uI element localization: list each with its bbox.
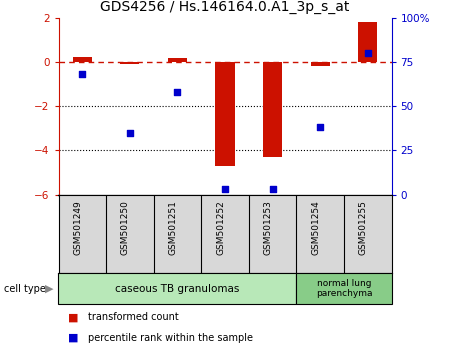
- Text: ■: ■: [68, 332, 78, 343]
- Text: GSM501254: GSM501254: [311, 200, 320, 255]
- Bar: [58, 273, 297, 304]
- Text: GSM501250: GSM501250: [121, 200, 130, 255]
- Text: caseous TB granulomas: caseous TB granulomas: [115, 284, 239, 293]
- Bar: [120, 62, 140, 64]
- Bar: [358, 22, 377, 62]
- Text: transformed count: transformed count: [88, 312, 179, 322]
- Point: [316, 125, 324, 130]
- Text: GSM501251: GSM501251: [168, 200, 177, 255]
- Text: GSM501252: GSM501252: [216, 200, 225, 255]
- Text: cell type: cell type: [4, 284, 46, 293]
- Text: GSM501253: GSM501253: [264, 200, 273, 255]
- Point: [269, 187, 276, 192]
- Text: GSM501255: GSM501255: [359, 200, 368, 255]
- Bar: [297, 273, 392, 304]
- Bar: [73, 57, 92, 62]
- Point: [79, 72, 86, 77]
- Text: ▶: ▶: [45, 284, 54, 293]
- Bar: [216, 62, 234, 166]
- Point: [364, 50, 371, 56]
- Text: ■: ■: [68, 312, 78, 322]
- Text: GDS4256 / Hs.146164.0.A1_3p_s_at: GDS4256 / Hs.146164.0.A1_3p_s_at: [100, 0, 350, 14]
- Point: [221, 187, 229, 192]
- Point: [126, 130, 134, 136]
- Text: normal lung
parenchyma: normal lung parenchyma: [316, 279, 372, 298]
- Point: [174, 89, 181, 95]
- Text: percentile rank within the sample: percentile rank within the sample: [88, 332, 253, 343]
- Bar: [168, 58, 187, 62]
- Bar: [263, 62, 282, 157]
- Text: GSM501249: GSM501249: [73, 200, 82, 255]
- Bar: [310, 62, 330, 66]
